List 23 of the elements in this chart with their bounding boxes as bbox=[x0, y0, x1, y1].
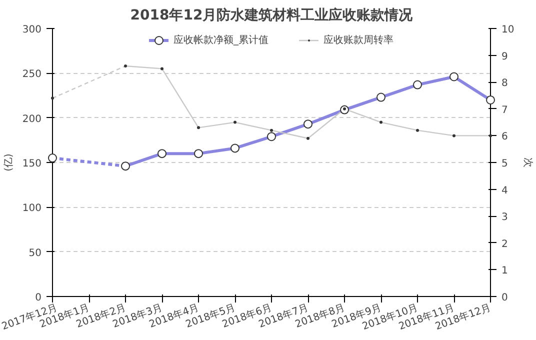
legend-label: 应收帐款净额_累计值 bbox=[174, 34, 268, 47]
y2-tick-label: 4 bbox=[502, 185, 508, 196]
y2-tick-label: 0 bbox=[502, 292, 508, 304]
y-tick-label: 0 bbox=[35, 292, 42, 304]
y2-tick-label: 1 bbox=[502, 266, 508, 277]
chart-title: 2018年12月防水建筑材料工业应收账款情况 bbox=[130, 6, 414, 24]
y2-tick-label: 7 bbox=[502, 104, 508, 116]
y2-tick-label: 5 bbox=[502, 158, 508, 170]
y2-tick-label: 9 bbox=[502, 51, 508, 62]
y2-tick-label: 6 bbox=[502, 132, 508, 143]
y-tick-label: 50 bbox=[28, 248, 42, 259]
y2-tick-label: 10 bbox=[502, 24, 514, 36]
y2-tick-label: 3 bbox=[502, 212, 508, 224]
y-tick-label: 200 bbox=[22, 114, 42, 125]
y-tick-label: 100 bbox=[22, 203, 42, 214]
y2-tick-label: 2 bbox=[502, 238, 508, 250]
y-axis-title: (亿) bbox=[3, 154, 14, 172]
legend-label: 应收账款周转率 bbox=[324, 34, 394, 47]
y2-axis-title: 次 bbox=[522, 158, 534, 168]
y-tick-label: 150 bbox=[22, 158, 42, 170]
y-tick-label: 300 bbox=[22, 24, 42, 36]
y2-tick-label: 8 bbox=[502, 78, 508, 90]
y-tick-label: 250 bbox=[22, 69, 42, 80]
